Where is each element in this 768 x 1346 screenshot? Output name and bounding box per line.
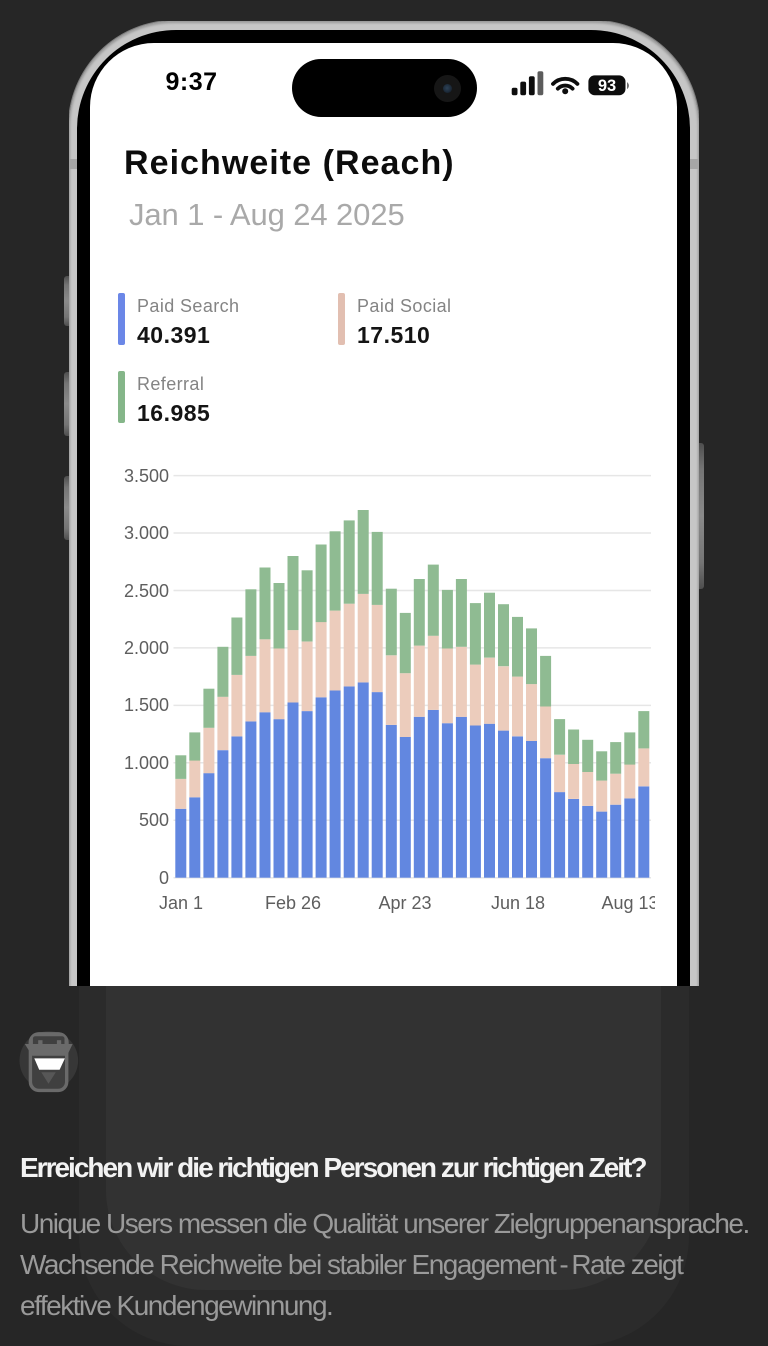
svg-text:Jun 18: Jun 18 [491,893,545,913]
svg-text:1.000: 1.000 [124,753,169,773]
svg-text:Aug 13: Aug 13 [601,893,655,913]
svg-text:500: 500 [139,810,169,830]
svg-text:2.000: 2.000 [124,638,169,658]
svg-text:3.500: 3.500 [124,466,169,486]
svg-text:Apr 23: Apr 23 [378,893,431,913]
svg-text:3.000: 3.000 [124,523,169,543]
svg-text:93: 93 [598,77,616,95]
svg-text:1.500: 1.500 [124,695,169,715]
svg-text:0: 0 [159,868,169,888]
svg-text:Feb 26: Feb 26 [265,893,321,913]
svg-text:2.500: 2.500 [124,581,169,601]
svg-text:Jan 1: Jan 1 [159,893,203,913]
